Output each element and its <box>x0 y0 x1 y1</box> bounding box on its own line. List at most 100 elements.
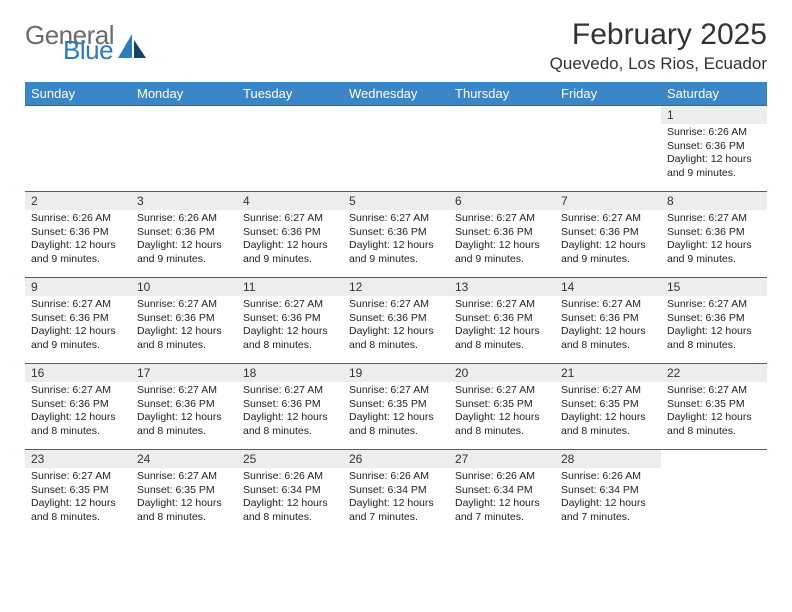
calendar-cell: 9Sunrise: 6:27 AMSunset: 6:36 PMDaylight… <box>25 277 131 363</box>
daylight-text: Daylight: 12 hours and 9 minutes. <box>349 239 443 266</box>
day-number-bar: 5 <box>343 191 449 210</box>
daylight-text: Daylight: 12 hours and 9 minutes. <box>667 153 761 180</box>
sunset-text: Sunset: 6:36 PM <box>349 312 443 326</box>
logo-text: General Blue <box>25 24 114 63</box>
day-detail: Sunrise: 6:27 AMSunset: 6:36 PMDaylight:… <box>25 382 131 443</box>
day-number-bar: 9 <box>25 277 131 296</box>
day-detail: Sunrise: 6:26 AMSunset: 6:36 PMDaylight:… <box>661 124 767 185</box>
day-number-bar: 24 <box>131 449 237 468</box>
calendar-cell: 14Sunrise: 6:27 AMSunset: 6:36 PMDayligh… <box>555 277 661 363</box>
daylight-text: Daylight: 12 hours and 8 minutes. <box>243 325 337 352</box>
day-number-bar: 22 <box>661 363 767 382</box>
sunset-text: Sunset: 6:35 PM <box>31 484 125 498</box>
day-number-bar <box>237 105 343 124</box>
logo: General Blue <box>25 18 148 63</box>
sunset-text: Sunset: 6:35 PM <box>667 398 761 412</box>
sunset-text: Sunset: 6:36 PM <box>243 226 337 240</box>
sunrise-text: Sunrise: 6:27 AM <box>31 470 125 484</box>
day-number-bar: 4 <box>237 191 343 210</box>
day-detail: Sunrise: 6:27 AMSunset: 6:36 PMDaylight:… <box>343 210 449 271</box>
sunset-text: Sunset: 6:35 PM <box>349 398 443 412</box>
calendar-cell: 15Sunrise: 6:27 AMSunset: 6:36 PMDayligh… <box>661 277 767 363</box>
day-detail: Sunrise: 6:26 AMSunset: 6:34 PMDaylight:… <box>449 468 555 529</box>
day-detail: Sunrise: 6:27 AMSunset: 6:36 PMDaylight:… <box>237 210 343 271</box>
weekday-header: Saturday <box>661 82 767 105</box>
sunset-text: Sunset: 6:35 PM <box>561 398 655 412</box>
daylight-text: Daylight: 12 hours and 9 minutes. <box>243 239 337 266</box>
day-number-bar: 25 <box>237 449 343 468</box>
calendar-cell: 19Sunrise: 6:27 AMSunset: 6:35 PMDayligh… <box>343 363 449 449</box>
sunrise-text: Sunrise: 6:27 AM <box>137 298 231 312</box>
weekday-header: Sunday <box>25 82 131 105</box>
logo-word-blue: Blue <box>63 39 114 62</box>
daylight-text: Daylight: 12 hours and 8 minutes. <box>137 411 231 438</box>
sunrise-text: Sunrise: 6:27 AM <box>31 298 125 312</box>
calendar-cell: 26Sunrise: 6:26 AMSunset: 6:34 PMDayligh… <box>343 449 449 535</box>
sunrise-text: Sunrise: 6:27 AM <box>561 384 655 398</box>
calendar-week-row: 2Sunrise: 6:26 AMSunset: 6:36 PMDaylight… <box>25 191 767 277</box>
sunrise-text: Sunrise: 6:26 AM <box>349 470 443 484</box>
sunset-text: Sunset: 6:34 PM <box>349 484 443 498</box>
sunrise-text: Sunrise: 6:27 AM <box>349 212 443 226</box>
calendar-cell: 22Sunrise: 6:27 AMSunset: 6:35 PMDayligh… <box>661 363 767 449</box>
daylight-text: Daylight: 12 hours and 8 minutes. <box>31 411 125 438</box>
day-number-bar: 6 <box>449 191 555 210</box>
sunrise-text: Sunrise: 6:27 AM <box>137 384 231 398</box>
daylight-text: Daylight: 12 hours and 9 minutes. <box>455 239 549 266</box>
daylight-text: Daylight: 12 hours and 8 minutes. <box>243 411 337 438</box>
daylight-text: Daylight: 12 hours and 8 minutes. <box>243 497 337 524</box>
day-detail: Sunrise: 6:27 AMSunset: 6:36 PMDaylight:… <box>25 296 131 357</box>
day-detail: Sunrise: 6:27 AMSunset: 6:36 PMDaylight:… <box>555 296 661 357</box>
sunrise-text: Sunrise: 6:27 AM <box>31 384 125 398</box>
sunset-text: Sunset: 6:36 PM <box>137 226 231 240</box>
calendar-cell: 12Sunrise: 6:27 AMSunset: 6:36 PMDayligh… <box>343 277 449 363</box>
calendar-table: SundayMondayTuesdayWednesdayThursdayFrid… <box>25 82 767 535</box>
calendar-cell <box>343 105 449 191</box>
day-number-bar: 21 <box>555 363 661 382</box>
calendar-cell <box>25 105 131 191</box>
daylight-text: Daylight: 12 hours and 7 minutes. <box>455 497 549 524</box>
daylight-text: Daylight: 12 hours and 8 minutes. <box>561 411 655 438</box>
day-number-bar: 23 <box>25 449 131 468</box>
daylight-text: Daylight: 12 hours and 8 minutes. <box>455 325 549 352</box>
sunset-text: Sunset: 6:36 PM <box>455 312 549 326</box>
day-detail: Sunrise: 6:27 AMSunset: 6:36 PMDaylight:… <box>661 296 767 357</box>
sunrise-text: Sunrise: 6:27 AM <box>667 384 761 398</box>
sunset-text: Sunset: 6:35 PM <box>455 398 549 412</box>
weekday-header: Thursday <box>449 82 555 105</box>
day-number-bar: 13 <box>449 277 555 296</box>
calendar-cell: 11Sunrise: 6:27 AMSunset: 6:36 PMDayligh… <box>237 277 343 363</box>
calendar-cell <box>555 105 661 191</box>
daylight-text: Daylight: 12 hours and 8 minutes. <box>137 325 231 352</box>
calendar-cell: 2Sunrise: 6:26 AMSunset: 6:36 PMDaylight… <box>25 191 131 277</box>
sunrise-text: Sunrise: 6:27 AM <box>243 298 337 312</box>
sunrise-text: Sunrise: 6:27 AM <box>243 212 337 226</box>
sunrise-text: Sunrise: 6:26 AM <box>455 470 549 484</box>
daylight-text: Daylight: 12 hours and 8 minutes. <box>349 325 443 352</box>
day-number-bar <box>449 105 555 124</box>
day-detail: Sunrise: 6:27 AMSunset: 6:36 PMDaylight:… <box>131 382 237 443</box>
sunrise-text: Sunrise: 6:27 AM <box>455 298 549 312</box>
sunrise-text: Sunrise: 6:27 AM <box>455 384 549 398</box>
header: General Blue February 2025 Quevedo, Los … <box>25 18 767 74</box>
day-detail: Sunrise: 6:27 AMSunset: 6:35 PMDaylight:… <box>25 468 131 529</box>
calendar-cell <box>237 105 343 191</box>
calendar-cell: 17Sunrise: 6:27 AMSunset: 6:36 PMDayligh… <box>131 363 237 449</box>
sunset-text: Sunset: 6:36 PM <box>667 312 761 326</box>
daylight-text: Daylight: 12 hours and 9 minutes. <box>137 239 231 266</box>
daylight-text: Daylight: 12 hours and 9 minutes. <box>667 239 761 266</box>
sunrise-text: Sunrise: 6:26 AM <box>667 126 761 140</box>
day-number-bar: 19 <box>343 363 449 382</box>
day-number-bar: 8 <box>661 191 767 210</box>
sunrise-text: Sunrise: 6:26 AM <box>31 212 125 226</box>
day-number-bar: 16 <box>25 363 131 382</box>
calendar-cell: 25Sunrise: 6:26 AMSunset: 6:34 PMDayligh… <box>237 449 343 535</box>
day-detail: Sunrise: 6:26 AMSunset: 6:34 PMDaylight:… <box>555 468 661 529</box>
calendar-cell: 24Sunrise: 6:27 AMSunset: 6:35 PMDayligh… <box>131 449 237 535</box>
sunset-text: Sunset: 6:36 PM <box>137 312 231 326</box>
day-detail: Sunrise: 6:27 AMSunset: 6:35 PMDaylight:… <box>661 382 767 443</box>
daylight-text: Daylight: 12 hours and 9 minutes. <box>561 239 655 266</box>
sunset-text: Sunset: 6:35 PM <box>137 484 231 498</box>
sunrise-text: Sunrise: 6:27 AM <box>667 212 761 226</box>
calendar-cell: 23Sunrise: 6:27 AMSunset: 6:35 PMDayligh… <box>25 449 131 535</box>
